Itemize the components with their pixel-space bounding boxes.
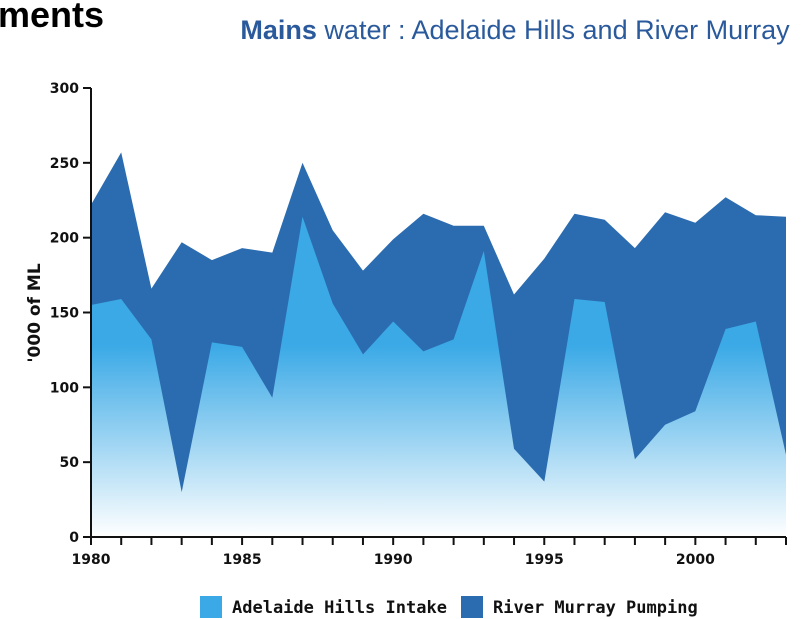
area-adelaide-hills-intake <box>91 216 786 537</box>
y-tick-label: 0 <box>69 530 79 546</box>
chart-title-bold: Mains <box>240 15 317 45</box>
legend-swatch-river-murray-pumping <box>461 596 483 618</box>
y-tick-label: 100 <box>50 380 79 396</box>
slide-heading: ments <box>0 0 105 35</box>
y-tick-label: 50 <box>60 455 80 471</box>
y-tick-label: 150 <box>50 306 79 322</box>
chart-title: Mains water : Adelaide Hills and River M… <box>230 14 800 46</box>
legend-swatch-adelaide-hills-intake <box>200 596 222 618</box>
x-tick-label: 1995 <box>525 552 564 568</box>
legend-label-adelaide-hills-intake: Adelaide Hills Intake <box>232 598 447 618</box>
x-tick-label: 1990 <box>374 552 413 568</box>
legend: Adelaide Hills Intake River Murray Pumpi… <box>200 596 698 618</box>
x-tick-label: 1985 <box>223 552 262 568</box>
axes: 0 50 100 150 200 250 300 1980 1985 1990 1995 2000 <box>50 81 787 568</box>
plot-areas <box>91 152 786 537</box>
y-tick-label: 250 <box>50 156 79 172</box>
x-tick-label: 1980 <box>72 552 111 568</box>
x-tick-label: 2000 <box>676 552 715 568</box>
chart-title-rest: water : Adelaide Hills and River Murray <box>316 15 790 45</box>
y-axis-label: '000 of ML <box>25 263 45 363</box>
y-tick-label: 200 <box>50 231 79 247</box>
y-tick-label: 300 <box>50 81 79 97</box>
legend-label-river-murray-pumping: River Murray Pumping <box>493 598 698 618</box>
